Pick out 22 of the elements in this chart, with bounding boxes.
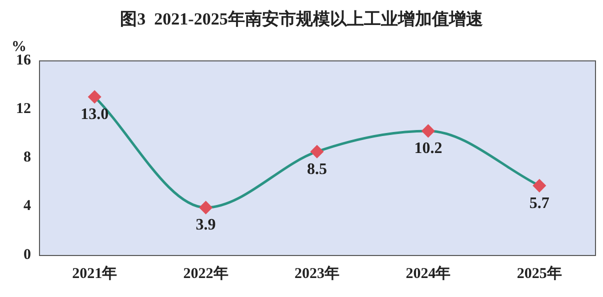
- point: [533, 179, 546, 192]
- data-label: 13.0: [80, 106, 109, 124]
- y-tick-label: 0: [24, 246, 31, 263]
- y-tick-label: 4: [24, 198, 32, 214]
- point: [88, 90, 101, 104]
- x-tick-label: 2024年: [406, 264, 451, 282]
- point: [200, 201, 212, 214]
- x-tick-label: 2021年: [72, 264, 118, 282]
- x-tick-label: 2025年: [516, 264, 562, 282]
- y-axis-title: %: [12, 38, 26, 55]
- x-tick-label: 2023年: [294, 264, 340, 282]
- x-tick-label: 2022年: [183, 264, 228, 282]
- data-label: 8.5: [307, 160, 327, 178]
- y-tick-label: 12: [16, 100, 31, 117]
- y-tick-label: 8: [24, 150, 31, 166]
- chart-title: 图3 2021-2025年南安市规模以上工业增加值增速: [120, 10, 483, 29]
- data-label: 5.7: [529, 194, 550, 212]
- point: [310, 145, 324, 158]
- data-label: 10.2: [414, 140, 442, 158]
- point: [422, 124, 434, 138]
- y-tick-label: 16: [16, 52, 32, 68]
- data-label: 3.9: [196, 216, 216, 234]
